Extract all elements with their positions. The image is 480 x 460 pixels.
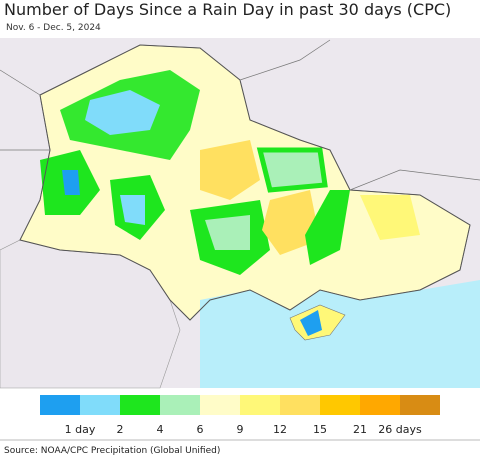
legend-swatch [320, 395, 360, 415]
region-lightgreen [256, 147, 328, 193]
legend-swatch [240, 395, 280, 415]
legend-swatch [120, 395, 160, 415]
legend-label: 2 [117, 423, 124, 436]
legend-label: 21 [353, 423, 367, 436]
title: Number of Days Since a Rain Day in past … [4, 0, 452, 19]
border-line [0, 39, 480, 191]
region-blue [300, 310, 322, 336]
country-border [19, 44, 471, 321]
legend-swatch [200, 395, 240, 415]
region-lightgreen [205, 215, 250, 250]
region-orange [262, 190, 320, 255]
legend-label: 26 days [378, 423, 422, 436]
legend-swatch [280, 395, 320, 415]
legend-label: 6 [197, 423, 204, 436]
legend-label: 9 [237, 423, 244, 436]
legend-swatch [160, 395, 200, 415]
legend-label: 15 [313, 423, 327, 436]
region-blue [62, 170, 80, 195]
legend: 1 day 2 4 6 9 12 15 21 26 days [40, 395, 440, 436]
region-cyan [85, 90, 160, 135]
legend-label: 4 [157, 423, 164, 436]
region-green [305, 190, 350, 265]
subtitle: Nov. 6 - Dec. 5, 2024 [6, 23, 101, 33]
legend-label: 1 day [65, 423, 96, 436]
legend-swatch [80, 395, 120, 415]
source: Source: NOAA/CPC Precipitation (Global U… [4, 446, 221, 456]
region-orange [200, 140, 260, 200]
legend-swatch [360, 395, 400, 415]
sea [200, 280, 480, 388]
legend-label: 12 [273, 423, 287, 436]
legend-swatch [40, 395, 80, 415]
region-yellow [360, 195, 420, 240]
legend-swatch [400, 395, 440, 415]
region-cyan [120, 195, 145, 225]
